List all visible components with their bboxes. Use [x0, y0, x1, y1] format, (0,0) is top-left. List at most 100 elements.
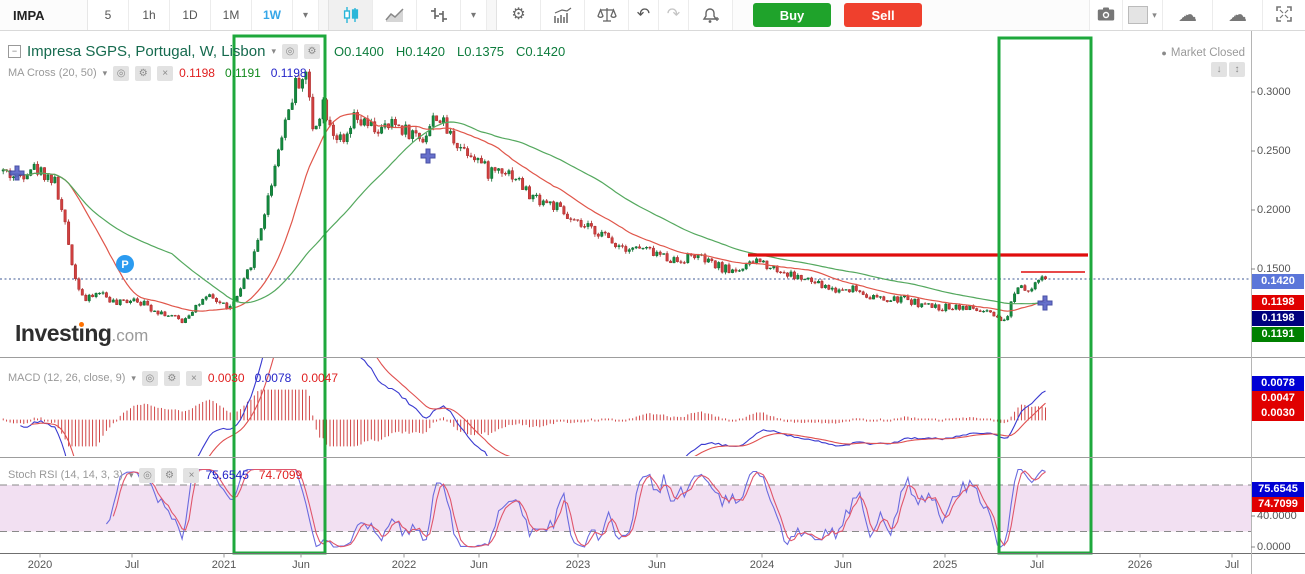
- time-axis-label: Jun: [470, 559, 488, 571]
- interval-button-1h[interactable]: 1h: [129, 0, 170, 30]
- interval-dropdown-caret[interactable]: ▾: [293, 0, 319, 30]
- top-toolbar: IMPA 5 1h 1D 1M 1W ▾ ▾ ⚙ ↶ ↷ Buy Sell ▾ …: [0, 0, 1305, 31]
- remove-indicator-icon[interactable]: ×: [157, 65, 174, 81]
- visibility-toggle-icon[interactable]: ◎: [141, 370, 158, 386]
- indicator-settings-icon[interactable]: ⚙: [163, 370, 180, 386]
- time-axis-label: Jul: [1224, 559, 1240, 571]
- price-badge: 0.0047: [1252, 391, 1304, 406]
- market-status-text: Market Closed: [1170, 47, 1245, 59]
- indicator-settings-icon[interactable]: ⚙: [161, 467, 178, 483]
- toolbar-right-group: ▾ ☁ ↓ ☁ ↑: [1089, 0, 1305, 30]
- indicator-settings-icon[interactable]: ⚙: [135, 65, 152, 81]
- time-axis-label: 2026: [1127, 559, 1153, 571]
- time-axis-label: Jul: [1029, 559, 1045, 571]
- cloud-download-icon: ☁ ↓: [1178, 4, 1197, 26]
- open-label: O: [333, 44, 345, 59]
- add-alert-button[interactable]: [689, 0, 733, 30]
- time-axis-label: 2023: [565, 559, 591, 571]
- symbol-box[interactable]: IMPA: [0, 0, 88, 30]
- price-badge: 0.0078: [1252, 376, 1304, 391]
- layout-size-button[interactable]: ▾: [1123, 0, 1163, 30]
- load-chart-button[interactable]: ☁ ↓: [1163, 0, 1213, 30]
- chevron-down-icon[interactable]: ▾: [131, 372, 136, 383]
- chart-type-dropdown-caret[interactable]: ▾: [461, 0, 487, 30]
- ohlc-readout: O0.1400 H0.1420 L0.1375 C0.1420: [334, 44, 565, 59]
- layout-square-icon: [1128, 6, 1149, 24]
- time-axis-label: 2021: [211, 559, 237, 571]
- instrument-title[interactable]: Impresa SGPS, Portugal, W, Lisbon: [27, 43, 266, 60]
- price-tick-label: 0.2000: [1257, 204, 1291, 216]
- indicator-value: 0.0030: [207, 371, 245, 385]
- resize-panel-icon[interactable]: ↕: [1229, 62, 1245, 77]
- indicators-button[interactable]: [541, 0, 585, 30]
- price-badge: 75.6545: [1252, 482, 1304, 497]
- chart-area[interactable]: P − Impresa SGPS, Portugal, W, Lisbon ▾ …: [0, 31, 1305, 574]
- price-badge: 0.1420: [1252, 274, 1304, 289]
- time-axis-label: Jun: [834, 559, 852, 571]
- redo-button[interactable]: ↷: [659, 0, 689, 30]
- chevron-down-icon[interactable]: ▾: [102, 67, 108, 78]
- stoch-rsi-values: 75.6545 74.7099: [205, 466, 312, 484]
- collapse-panel-icon[interactable]: −: [8, 45, 21, 58]
- time-axis-label: Jul: [124, 559, 140, 571]
- remove-indicator-icon[interactable]: ×: [185, 370, 202, 386]
- indicator-value: 0.1191: [224, 66, 261, 80]
- toolbar-separator: [487, 0, 497, 30]
- interval-button-1m[interactable]: 1M: [211, 0, 252, 30]
- price-tick-label: 0.3000: [1257, 86, 1291, 98]
- close-label: C: [516, 44, 526, 59]
- settings-button[interactable]: ⚙: [497, 0, 541, 30]
- price-badge: 0.1198: [1252, 311, 1304, 326]
- ma-cross-values: 0.1198 0.1191 0.1198: [179, 64, 316, 82]
- remove-indicator-icon[interactable]: ×: [183, 467, 200, 483]
- svg-text:P: P: [121, 259, 128, 271]
- toolbar-separator: [319, 0, 329, 30]
- fullscreen-button[interactable]: [1263, 0, 1305, 30]
- indicator-value: 0.0078: [254, 371, 292, 385]
- chart-type-line-button[interactable]: [373, 0, 417, 30]
- chart-canvas[interactable]: P: [0, 31, 1305, 574]
- chevron-down-icon: ▾: [1152, 9, 1157, 20]
- macd-label[interactable]: MACD (12, 26, close, 9): [8, 372, 126, 384]
- high-value: 0.1420: [405, 44, 446, 59]
- instrument-header: − Impresa SGPS, Portugal, W, Lisbon ▾ ◎ …: [8, 43, 565, 60]
- series-settings-icon[interactable]: ⚙: [303, 44, 320, 59]
- gear-icon: ⚙: [511, 6, 526, 23]
- stoch-rsi-label[interactable]: Stoch RSI (14, 14, 3, 3): [8, 469, 123, 481]
- price-badge: 74.7099: [1252, 497, 1304, 512]
- sell-button[interactable]: Sell: [844, 3, 922, 27]
- scroll-down-icon[interactable]: ↓: [1211, 62, 1227, 77]
- cloud-upload-icon: ☁ ↑: [1228, 4, 1247, 26]
- undo-icon: ↶: [636, 6, 651, 23]
- market-status: ● Market Closed: [1161, 47, 1245, 59]
- fullscreen-icon: [1276, 5, 1292, 25]
- time-axis-label: Jun: [292, 559, 310, 571]
- macd-row: MACD (12, 26, close, 9) ▾ ◎ ⚙ × 0.0030 0.…: [8, 369, 348, 387]
- interval-button-1w[interactable]: 1W: [252, 0, 293, 30]
- undo-button[interactable]: ↶: [629, 0, 659, 30]
- interval-button-5m[interactable]: 5: [88, 0, 129, 30]
- chevron-down-icon[interactable]: ▾: [128, 469, 134, 480]
- visibility-toggle-icon[interactable]: ◎: [113, 65, 130, 81]
- high-label: H: [395, 44, 406, 59]
- buy-button[interactable]: Buy: [753, 3, 831, 27]
- chart-type-bars-button[interactable]: [417, 0, 461, 30]
- save-chart-button[interactable]: ☁ ↑: [1213, 0, 1263, 30]
- open-value: 0.1400: [344, 44, 384, 59]
- price-badge: 0.0030: [1252, 406, 1304, 421]
- time-axis-label: 2022: [391, 559, 417, 571]
- interval-button-1d[interactable]: 1D: [170, 0, 211, 30]
- time-axis-label: 2024: [749, 559, 775, 571]
- screenshot-button[interactable]: [1089, 0, 1123, 30]
- chevron-down-icon[interactable]: ▾: [271, 46, 276, 56]
- chart-type-candles-button[interactable]: [329, 0, 373, 30]
- price-tick-label: 0.0000: [1257, 541, 1291, 553]
- investing-logo: Investing.com: [15, 320, 149, 346]
- compare-button[interactable]: [585, 0, 629, 30]
- ma-cross-label[interactable]: MA Cross (20, 50): [8, 67, 97, 79]
- indicator-value: 0.0047: [301, 371, 339, 385]
- visibility-toggle-icon[interactable]: ◎: [281, 44, 298, 59]
- time-axis-label: 2025: [932, 559, 958, 571]
- visibility-toggle-icon[interactable]: ◎: [139, 467, 156, 483]
